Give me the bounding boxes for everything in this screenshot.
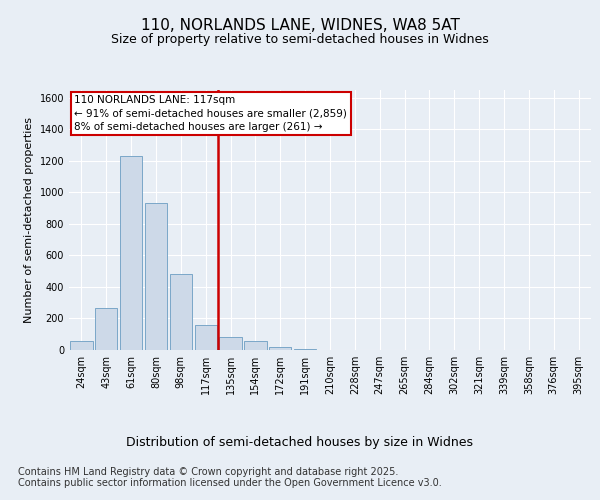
Text: Contains HM Land Registry data © Crown copyright and database right 2025.
Contai: Contains HM Land Registry data © Crown c… <box>18 466 442 488</box>
Bar <box>220 338 242 350</box>
Text: Size of property relative to semi-detached houses in Widnes: Size of property relative to semi-detach… <box>111 32 489 46</box>
Bar <box>70 340 92 350</box>
Text: 110 NORLANDS LANE: 117sqm
← 91% of semi-detached houses are smaller (2,859)
8% o: 110 NORLANDS LANE: 117sqm ← 91% of semi-… <box>74 95 347 132</box>
Bar <box>294 349 316 350</box>
Bar <box>120 156 142 350</box>
Bar <box>244 340 266 350</box>
Bar <box>170 274 192 350</box>
Bar <box>194 325 217 350</box>
Text: 110, NORLANDS LANE, WIDNES, WA8 5AT: 110, NORLANDS LANE, WIDNES, WA8 5AT <box>140 18 460 32</box>
Text: Distribution of semi-detached houses by size in Widnes: Distribution of semi-detached houses by … <box>127 436 473 449</box>
Bar <box>145 204 167 350</box>
Y-axis label: Number of semi-detached properties: Number of semi-detached properties <box>24 117 34 323</box>
Bar <box>269 347 292 350</box>
Bar <box>95 308 118 350</box>
